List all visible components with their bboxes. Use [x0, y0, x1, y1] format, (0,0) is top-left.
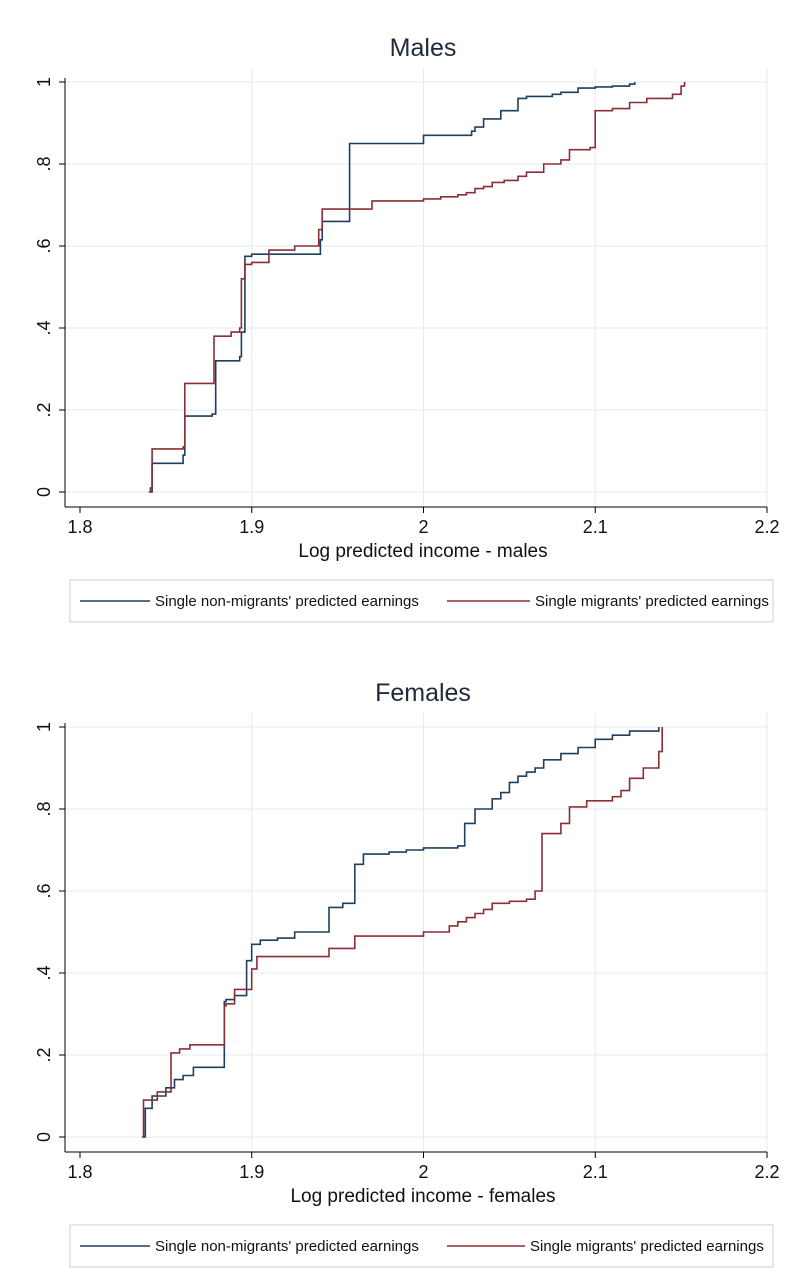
x-axis-label: Log predicted income - females [290, 1186, 555, 1207]
x-tick-label: 1.8 [67, 517, 92, 537]
series-line-migrants [141, 727, 663, 1138]
x-tick-label: 2.1 [583, 517, 608, 537]
y-tick-label: .4 [34, 965, 54, 980]
legend-label-migrants: Single migrants' predicted earnings [530, 1238, 764, 1255]
x-tick-label: 2 [418, 517, 428, 537]
legend-label-migrants: Single migrants' predicted earnings [535, 593, 769, 610]
y-tick-label: 1 [34, 722, 54, 732]
legend-label-non-migrants: Single non-migrants' predicted earnings [155, 593, 419, 610]
y-tick-label: .6 [34, 238, 54, 253]
y-tick-label: .6 [34, 883, 54, 898]
chart-title: Females [375, 679, 471, 707]
chart-title: Males [390, 34, 457, 62]
legend: Single non-migrants' predicted earnings … [69, 579, 774, 623]
males-chart: 1.8 1.9 2 2.1 2.2 0 .2 .4 .6 .8 1 Males Log predic… [34, 34, 780, 623]
series-line-migrants [148, 82, 686, 493]
legend: Single non-migrants' predicted earnings … [69, 1224, 774, 1268]
females-chart: 1.8 1.9 2 2.1 2.2 0 .2 .4 .6 .8 1 Females Log pred… [34, 679, 780, 1268]
y-tick-label: .4 [34, 320, 54, 335]
legend-label-non-migrants: Single non-migrants' predicted earnings [155, 1238, 419, 1255]
x-tick-label: 2.2 [754, 1162, 779, 1182]
females-chart-panel: 1.8 1.9 2 2.1 2.2 0 .2 .4 .6 .8 1 Females Log pred… [0, 645, 790, 1285]
y-tick-label: .2 [34, 1047, 54, 1062]
series-line-non-migrants [143, 727, 660, 1138]
y-tick-label: 0 [34, 1132, 54, 1142]
y-tick-label: .8 [34, 801, 54, 816]
males-chart-panel: 1.8 1.9 2 2.1 2.2 0 .2 .4 .6 .8 1 Males Log predic… [0, 0, 790, 640]
y-tick-label: 0 [34, 487, 54, 497]
x-tick-label: 1.8 [67, 1162, 92, 1182]
x-tick-label: 2.2 [754, 517, 779, 537]
series-line-non-migrants [150, 82, 636, 493]
x-tick-label: 1.9 [239, 1162, 264, 1182]
x-tick-label: 1.9 [239, 517, 264, 537]
y-tick-label: .8 [34, 156, 54, 171]
x-tick-label: 2 [418, 1162, 428, 1182]
y-tick-label: .2 [34, 402, 54, 417]
x-tick-label: 2.1 [583, 1162, 608, 1182]
x-axis-label: Log predicted income - males [298, 541, 547, 562]
y-tick-label: 1 [34, 77, 54, 87]
